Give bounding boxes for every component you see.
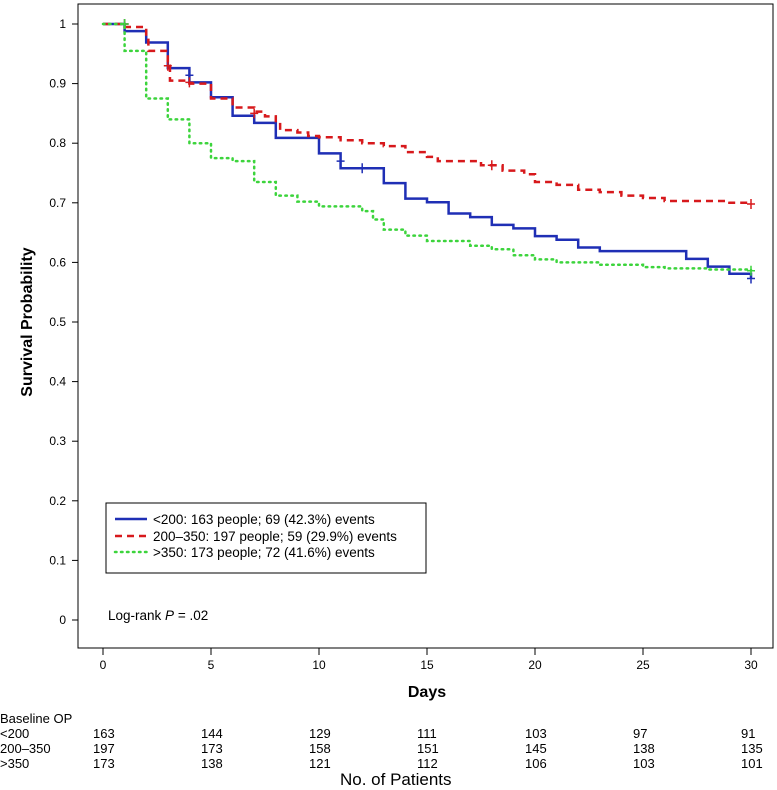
risk-cell: 163 <box>93 726 115 741</box>
risk-row-label: <200 <box>0 726 30 741</box>
risk-cell: 144 <box>201 726 223 741</box>
censor-mark <box>358 163 367 174</box>
risk-cell: 173 <box>93 756 115 771</box>
risk-cell: 158 <box>309 741 331 756</box>
x-tick-label: 15 <box>420 658 434 672</box>
y-tick-label: 1 <box>59 17 66 31</box>
x-tick-label: 25 <box>636 658 650 672</box>
legend-label-lt200: <200: 163 people; 69 (42.3%) events <box>153 512 375 527</box>
y-axis: 0 0.1 0.2 0.3 0.4 0.5 0.6 0.7 0.8 0.9 1 <box>49 17 78 627</box>
risk-cell: 145 <box>525 741 547 756</box>
risk-cell: 103 <box>633 756 655 771</box>
risk-row-label: 200–350 <box>0 741 51 756</box>
risk-cell: 151 <box>417 741 439 756</box>
censor-mark <box>163 60 172 71</box>
x-axis-title: Days <box>408 684 446 701</box>
survival-curve-2 <box>101 22 753 272</box>
risk-cell: 138 <box>201 756 223 771</box>
risk-cell: 173 <box>201 741 223 756</box>
risk-cell: 106 <box>525 756 547 771</box>
plot-frame <box>77 3 774 649</box>
risk-cell: 112 <box>417 756 438 771</box>
censor-mark <box>250 108 259 119</box>
legend: <200: 163 people; 69 (42.3%) events 200–… <box>105 502 427 574</box>
y-tick-label: 0.9 <box>49 77 66 91</box>
y-tick-label: 0.1 <box>49 553 66 567</box>
risk-cell: 97 <box>633 726 648 741</box>
x-tick-label: 0 <box>100 658 107 672</box>
legend-box <box>105 502 427 574</box>
legend-label-gt350: >350: 173 people; 72 (41.6%) events <box>153 545 375 560</box>
risk-cell: 138 <box>633 741 655 756</box>
censor-mark <box>747 265 755 276</box>
censor-mark <box>185 77 194 88</box>
risk-cell: 197 <box>93 741 115 756</box>
risk-cell: 91 <box>741 726 756 741</box>
legend-label-200-350: 200–350: 197 people; 59 (29.9%) events <box>153 529 397 544</box>
x-tick-label: 5 <box>208 658 215 672</box>
logrank-annotation: Log-rank P = .02 <box>108 608 208 623</box>
risk-cell: 103 <box>525 726 547 741</box>
x-tick-label: 10 <box>312 658 326 672</box>
y-tick-label: 0.6 <box>49 255 66 269</box>
y-tick-label: 0 <box>59 613 66 627</box>
x-tick-label: 20 <box>528 658 542 672</box>
y-tick-label: 0.4 <box>49 375 66 389</box>
y-tick-label: 0.2 <box>49 494 66 508</box>
x-axis: 0 5 10 15 20 25 30 <box>100 648 758 672</box>
y-tick-label: 0.8 <box>49 136 66 150</box>
risk-cell: 129 <box>309 726 331 741</box>
survival-curve-0 <box>103 22 753 279</box>
risk-cell: 111 <box>417 726 437 741</box>
y-tick-label: 0.3 <box>49 434 66 448</box>
survival-curve-1 <box>103 22 753 205</box>
risk-table-title: No. of Patients <box>340 770 452 789</box>
series-layer <box>101 19 755 284</box>
censor-mark <box>747 198 755 209</box>
censor-mark <box>336 156 345 167</box>
y-axis-title: Survival Probability <box>19 247 36 396</box>
survival-chart: 0 0.1 0.2 0.3 0.4 0.5 0.6 0.7 0.8 0.9 1 0 5 10 15 20 25… <box>19 3 774 701</box>
risk-row-label: >350 <box>0 756 30 771</box>
censor-mark <box>120 19 129 29</box>
x-tick-label: 30 <box>744 658 758 672</box>
risk-cell: 135 <box>741 741 763 756</box>
y-tick-label: 0.7 <box>49 196 66 210</box>
censor-mark <box>487 160 496 171</box>
y-tick-label: 0.5 <box>49 315 66 329</box>
risk-cell: 101 <box>741 756 763 771</box>
risk-table-header: Baseline OP <box>0 711 73 726</box>
risk-cell: 121 <box>309 756 331 771</box>
